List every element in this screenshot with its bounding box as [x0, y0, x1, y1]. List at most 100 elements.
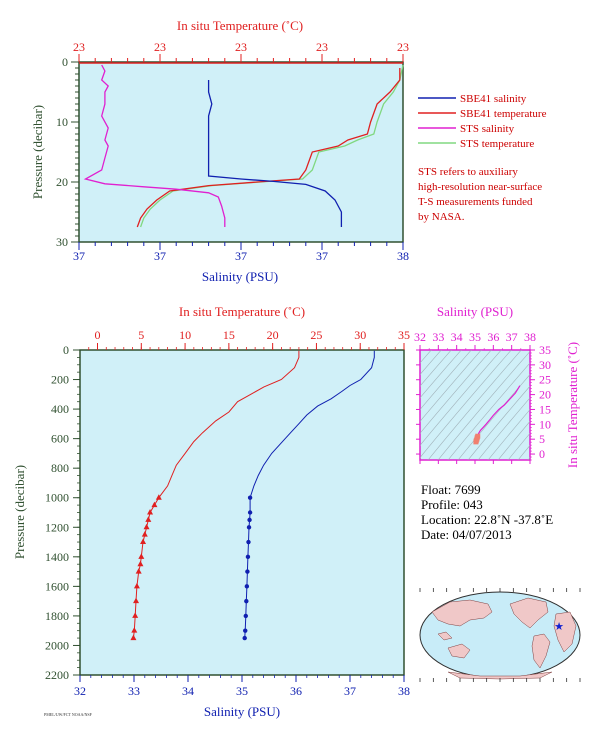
- main-temp-tick-labels: 0 5 10 15 20 25 30 35: [95, 328, 410, 342]
- main-pressure-tick-label: 0: [63, 343, 69, 357]
- temperature-profile-line: [132, 350, 300, 639]
- top-chart-pressure-axis-label: Pressure (decibar): [30, 105, 45, 199]
- isopycnal-contour: [420, 350, 482, 422]
- top-chart-series: [79, 62, 404, 228]
- top-sal-tick-label: 38: [397, 249, 409, 263]
- top-chart-plot-area: [78, 61, 404, 243]
- isopycnal-contour: [477, 397, 530, 460]
- top-sal-tick-label: 37: [73, 249, 85, 263]
- top-chart-temp-ticklabels: 23 23 23 23 23: [73, 40, 409, 54]
- top-pressure-tick-label: 0: [62, 55, 68, 69]
- temperature-marker: [147, 509, 154, 515]
- isopycnal-contour: [420, 350, 432, 364]
- main-chart-temperature-axis-label: In situ Temperature (˚C): [179, 304, 305, 319]
- top-sal-tick-label: 37: [316, 249, 328, 263]
- main-pressure-tick-label: 2200: [45, 668, 69, 682]
- top-chart-ticks: [71, 54, 404, 250]
- main-chart-ticks: [73, 343, 405, 682]
- main-salinity-tick-label: 37: [344, 684, 356, 698]
- ts-salinity-tick-labels: 32 33 34 35 36 37 38: [414, 330, 536, 344]
- main-salinity-tick-label: 38: [398, 684, 410, 698]
- location-text: Location: 22.8˚N -37.8˚E: [421, 512, 553, 527]
- ts-salinity-tick-label: 36: [487, 330, 499, 344]
- temperature-marker: [137, 560, 144, 567]
- salinity-marker: [244, 584, 250, 589]
- sbe41-salinity-line: [207, 80, 343, 227]
- top-chart-legend: SBE41 salinity SBE41 temperature STS sal…: [418, 93, 547, 150]
- top-sal-tick-label: 37: [154, 249, 166, 263]
- legend-label-sts-salinity: STS salinity: [460, 123, 515, 135]
- profile-number-text: Profile: 043: [421, 497, 483, 512]
- sts-salinity-line: [83, 64, 226, 227]
- ts-salinity-tick-label: 38: [524, 330, 536, 344]
- land-asia: [431, 599, 493, 627]
- isopycnal-contour: [517, 444, 530, 460]
- isopycnal-contour: [447, 362, 530, 460]
- ts-temperature-tick-label: 15: [539, 402, 551, 416]
- ts-salinity-tick-label: 32: [414, 330, 426, 344]
- isopycnal-contour: [437, 350, 530, 460]
- main-temperature-tick-label: 35: [398, 328, 410, 342]
- sts-note: STS refers to auxiliary high-resolution …: [418, 166, 542, 223]
- temperature-marker: [151, 501, 158, 508]
- ts-temperature-tick-label: 5: [539, 432, 545, 446]
- top-chart-salinity-ticklabels: 37 37 37 37 38: [73, 249, 409, 263]
- sbe41-temperature-line: [136, 68, 401, 228]
- temperature-marker: [133, 582, 140, 589]
- isopycnal-contour: [420, 350, 442, 375]
- salinity-marker: [247, 495, 253, 500]
- salinity-marker: [247, 510, 253, 515]
- float-location-star: ★: [554, 621, 564, 633]
- main-chart-plot-area: [79, 349, 405, 676]
- ts-salinity-tick-label: 34: [451, 330, 463, 344]
- footer-credit: PMEL/UW/FCT NOAA/NSF: [44, 712, 93, 717]
- main-temperature-tick-label: 30: [354, 328, 366, 342]
- ts-ticks: [416, 345, 535, 464]
- ts-temperature-axis-label: In situ Temperature (˚C): [565, 342, 580, 468]
- ts-isopycnal-contours: [420, 350, 530, 460]
- ts-salinity-axis-label: Salinity (PSU): [437, 304, 513, 319]
- sts-note-line: high-resolution near-surface: [418, 181, 542, 193]
- isopycnal-contour: [467, 385, 530, 460]
- top-temp-tick-label: 23: [397, 40, 409, 54]
- top-temp-tick-label: 23: [73, 40, 85, 54]
- temperature-marker: [145, 516, 152, 522]
- salinity-marker: [244, 598, 249, 604]
- temperature-marker: [138, 553, 145, 559]
- top-pressure-tick-label: 20: [56, 175, 68, 189]
- temperature-marker: [143, 523, 150, 530]
- main-pressure-tick-label: 1000: [45, 491, 69, 505]
- top-temp-tick-label: 23: [235, 40, 247, 54]
- isopycnal-contour: [497, 420, 530, 460]
- top-chart-temperature-axis-label: In situ Temperature (˚C): [177, 18, 303, 33]
- temperature-marker: [155, 494, 162, 500]
- world-map: ★: [419, 588, 581, 682]
- main-sal-tick-labels: 32 33 34 35 36 37 38: [74, 684, 410, 698]
- salinity-marker: [245, 569, 250, 574]
- legend-label-sbe41-salinity: SBE41 salinity: [460, 93, 527, 105]
- float-info: Float: 7699 Profile: 043 Location: 22.8˚…: [421, 482, 553, 542]
- main-pressure-tick-label: 1200: [45, 520, 69, 534]
- land-north-america: [509, 597, 549, 629]
- ts-curve: [473, 385, 521, 445]
- main-salinity-tick-label: 32: [74, 684, 86, 698]
- main-salinity-tick-label: 36: [290, 684, 302, 698]
- main-temperature-tick-label: 0: [95, 328, 101, 342]
- map-land: [431, 597, 577, 680]
- map-ticks: [419, 588, 581, 682]
- main-pressure-tick-label: 2000: [45, 638, 69, 652]
- top-temp-tick-label: 23: [316, 40, 328, 54]
- main-temperature-tick-label: 15: [223, 328, 235, 342]
- top-temp-tick-label: 23: [154, 40, 166, 54]
- isopycnal-contour: [487, 409, 530, 460]
- salinity-marker: [246, 525, 252, 530]
- temperature-marker: [133, 597, 140, 604]
- isopycnal-contour: [420, 350, 462, 399]
- main-pressure-tick-label: 200: [51, 373, 69, 387]
- main-pressure-tick-label: 800: [51, 461, 69, 475]
- isopycnal-contour: [420, 350, 502, 446]
- isopycnal-contour: [420, 350, 512, 459]
- main-salinity-tick-label: 35: [236, 684, 248, 698]
- ts-temperature-tick-label: 0: [539, 447, 545, 461]
